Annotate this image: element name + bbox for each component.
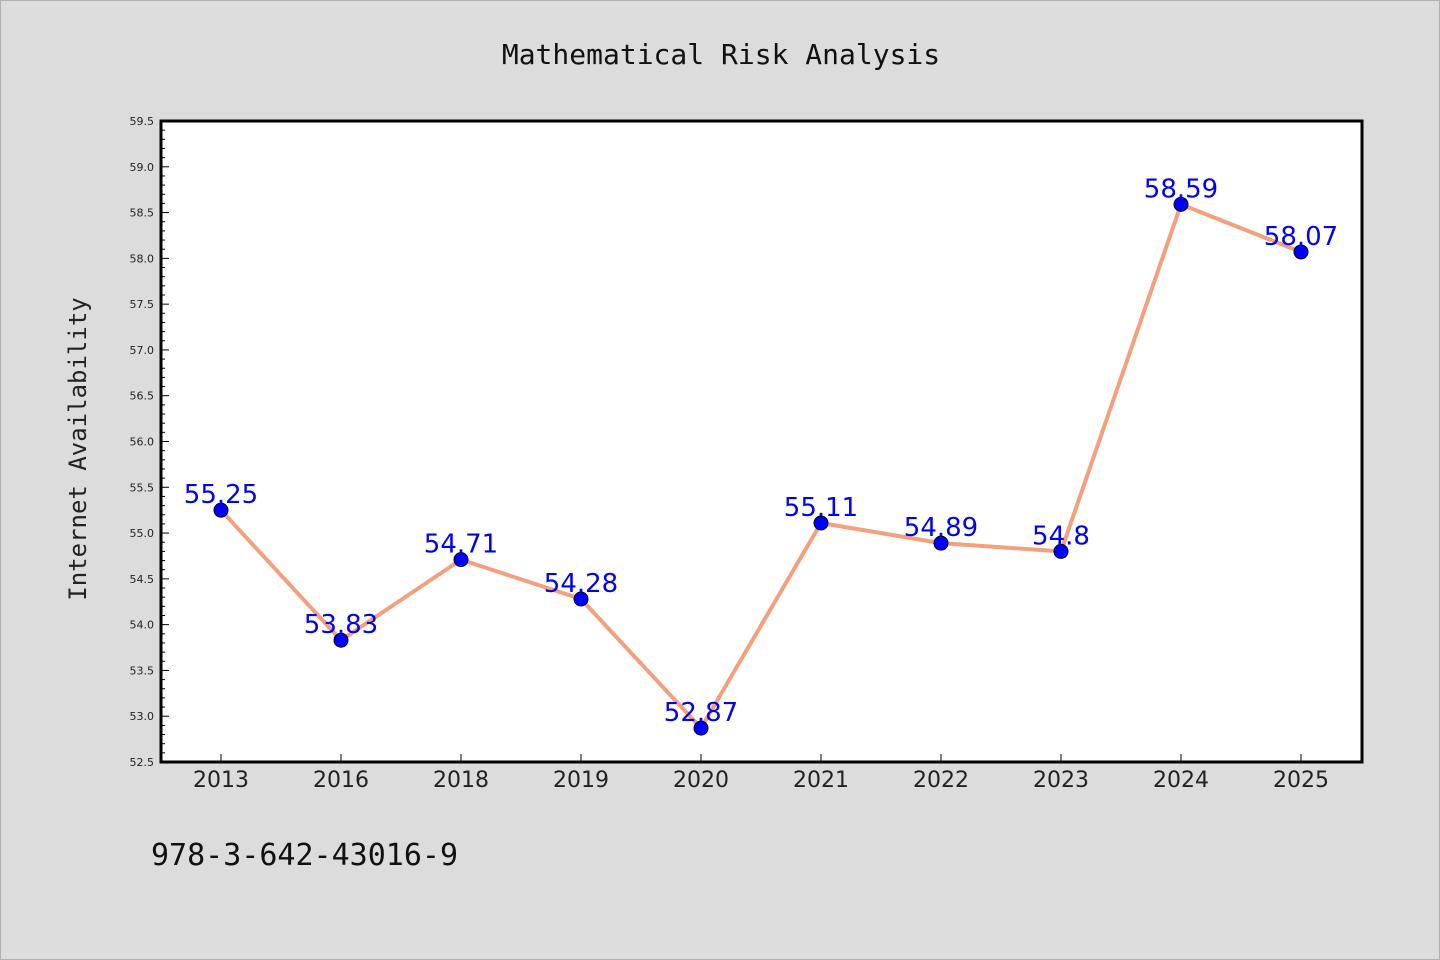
data-label: 55.11 xyxy=(784,493,858,523)
y-tick-label: 59.0 xyxy=(130,161,155,174)
y-tick-label: 55.5 xyxy=(130,481,155,494)
data-label: 54.8 xyxy=(1032,521,1090,551)
data-point xyxy=(1293,244,1309,260)
y-tick-label: 55.0 xyxy=(130,527,155,540)
x-tick-label: 2018 xyxy=(433,768,489,793)
data-point xyxy=(573,591,589,607)
data-point xyxy=(933,535,949,551)
data-label: 52.87 xyxy=(664,698,738,728)
data-point xyxy=(693,720,709,736)
isbn-footer: 978-3-642-43016-9 xyxy=(151,838,458,873)
x-tick-label: 2013 xyxy=(193,768,249,793)
y-tick-label: 52.5 xyxy=(130,756,155,769)
series-line xyxy=(219,202,1302,731)
x-axis: 2013 2016 2018 2019 2020 2021 2022 2023 2024 2025 xyxy=(193,754,1329,793)
chart-title: Mathematical Risk Analysis xyxy=(502,38,940,71)
data-label: 53.83 xyxy=(304,610,378,640)
y-tick-label: 53.0 xyxy=(130,710,155,723)
data-point xyxy=(1173,196,1189,212)
x-tick-label: 2021 xyxy=(793,768,849,793)
x-tick-label: 2022 xyxy=(913,768,969,793)
data-label: 55.25 xyxy=(184,480,258,510)
y-tick-label: 57.0 xyxy=(130,344,155,357)
x-tick-label: 2024 xyxy=(1153,768,1209,793)
data-point xyxy=(1053,543,1069,559)
data-label: 54.89 xyxy=(904,513,978,543)
data-label: 58.07 xyxy=(1264,222,1338,252)
y-tick-label: 54.0 xyxy=(130,619,155,632)
x-tick-label: 2016 xyxy=(313,768,369,793)
y-tick-label: 57.5 xyxy=(130,298,155,311)
data-point xyxy=(453,552,469,568)
data-label: 54.28 xyxy=(544,569,618,599)
x-tick-label: 2023 xyxy=(1033,768,1089,793)
y-tick-label: 56.5 xyxy=(130,390,155,403)
y-tick-label: 58.5 xyxy=(130,207,155,220)
y-tick-label: 59.5 xyxy=(130,115,155,128)
data-point xyxy=(333,632,349,648)
plot-area xyxy=(159,119,1364,764)
data-point xyxy=(213,502,229,518)
y-tick-label: 54.5 xyxy=(130,573,155,586)
series-layer: 55.25 53.83 54.71 54.28 52.87 55.11 54.89 54.8 5… xyxy=(184,174,1338,736)
data-label: 54.71 xyxy=(424,530,498,560)
data-label: 58.59 xyxy=(1144,174,1218,204)
data-point xyxy=(813,515,829,531)
x-tick-label: 2019 xyxy=(553,768,609,793)
x-tick-label: 2025 xyxy=(1273,768,1329,793)
y-axis: 52.5 53.0 53.5 54.0 54.5 55.0 55.5 56.0 56.5 57.0… xyxy=(130,115,169,769)
x-tick-label: 2020 xyxy=(673,768,729,793)
y-tick-label: 58.0 xyxy=(130,252,155,265)
y-axis-label: Internet Availability xyxy=(64,297,92,600)
y-tick-label: 53.5 xyxy=(130,664,155,677)
y-tick-label: 56.0 xyxy=(130,436,155,449)
